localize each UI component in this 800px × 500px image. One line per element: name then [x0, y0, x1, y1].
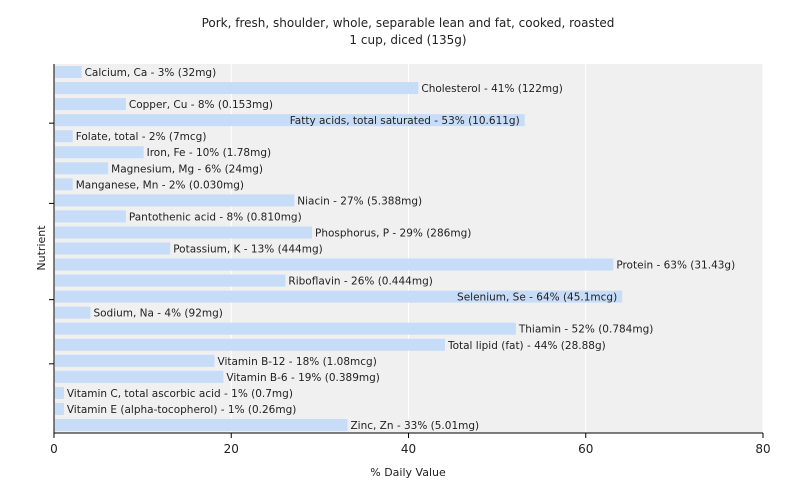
bar-label: Sodium, Na - 4% (92mg) [93, 308, 222, 320]
bar [55, 66, 82, 79]
bar [55, 226, 313, 239]
bar-label: Potassium, K - 13% (444mg) [173, 244, 323, 256]
bar-label: Magnesium, Mg - 6% (24mg) [111, 163, 263, 175]
bar [55, 354, 215, 367]
bar-label: Fatty acids, total saturated - 53% (10.6… [290, 115, 520, 127]
bars [55, 66, 623, 431]
bar-label: Phosphorus, P - 29% (286mg) [315, 227, 471, 239]
bar [55, 274, 286, 287]
bar-labels: Calcium, Ca - 3% (32mg) Cholesterol - 41%… [67, 67, 735, 432]
bar-label: Riboflavin - 26% (0.444mg) [288, 276, 432, 288]
bar-label: Zinc, Zn - 33% (5.01mg) [350, 420, 479, 432]
bar-label: Total lipid (fat) - 44% (28.88g) [447, 340, 606, 352]
bar-label: Copper, Cu - 8% (0.153mg) [129, 99, 273, 111]
x-tick-label: 40 [401, 442, 416, 456]
bar [55, 98, 126, 111]
bar-label: Thiamin - 52% (0.784mg) [518, 324, 654, 336]
bar [55, 114, 525, 127]
chart-subtitle: 1 cup, diced (135g) [349, 33, 466, 47]
bar [55, 370, 224, 383]
bar [55, 130, 73, 143]
bar [55, 338, 445, 351]
bar-label: Calcium, Ca - 3% (32mg) [85, 67, 217, 79]
bar [55, 162, 109, 175]
bar [55, 322, 516, 335]
bar-label: Vitamin B-12 - 18% (1.08mcg) [218, 356, 377, 368]
y-axis-ticks [49, 122, 54, 365]
bar-label: Manganese, Mn - 2% (0.030mg) [76, 179, 244, 191]
bar [55, 418, 348, 431]
bar-label: Selenium, Se - 64% (45.1mcg) [457, 292, 617, 304]
bar [55, 290, 623, 303]
bar-label: Pantothenic acid - 8% (0.810mg) [129, 211, 302, 223]
bar-label: Protein - 63% (31.43g) [616, 260, 735, 272]
bar [55, 146, 144, 159]
x-tick-label: 80 [755, 442, 770, 456]
bar-label: Cholesterol - 41% (122mg) [421, 83, 563, 95]
bar-label: Niacin - 27% (5.388mg) [297, 195, 422, 207]
bar-label: Folate, total - 2% (7mcg) [76, 131, 207, 143]
bar [55, 82, 419, 95]
x-tick-label: 20 [224, 442, 239, 456]
bar [55, 306, 91, 319]
bar [55, 242, 171, 255]
bar-label: Vitamin B-6 - 19% (0.389mg) [226, 372, 380, 384]
x-axis-label: % Daily Value [370, 466, 446, 479]
bar [55, 194, 295, 207]
bar [55, 258, 614, 271]
bar [55, 178, 73, 191]
bar-label: Vitamin C, total ascorbic acid - 1% (0.7… [67, 388, 293, 400]
y-axis-label: Nutrient [35, 225, 48, 271]
x-axis-ticks: 0 20 40 60 80 [50, 433, 771, 456]
bar-label: Vitamin E (alpha-tocopherol) - 1% (0.26m… [67, 404, 296, 416]
bar [55, 386, 64, 399]
bar [55, 402, 64, 415]
x-tick-label: 0 [50, 442, 58, 456]
x-tick-label: 60 [578, 442, 593, 456]
bar-label: Iron, Fe - 10% (1.78mg) [147, 147, 271, 159]
bar [55, 210, 126, 223]
chart-title: Pork, fresh, shoulder, whole, separable … [202, 16, 615, 30]
